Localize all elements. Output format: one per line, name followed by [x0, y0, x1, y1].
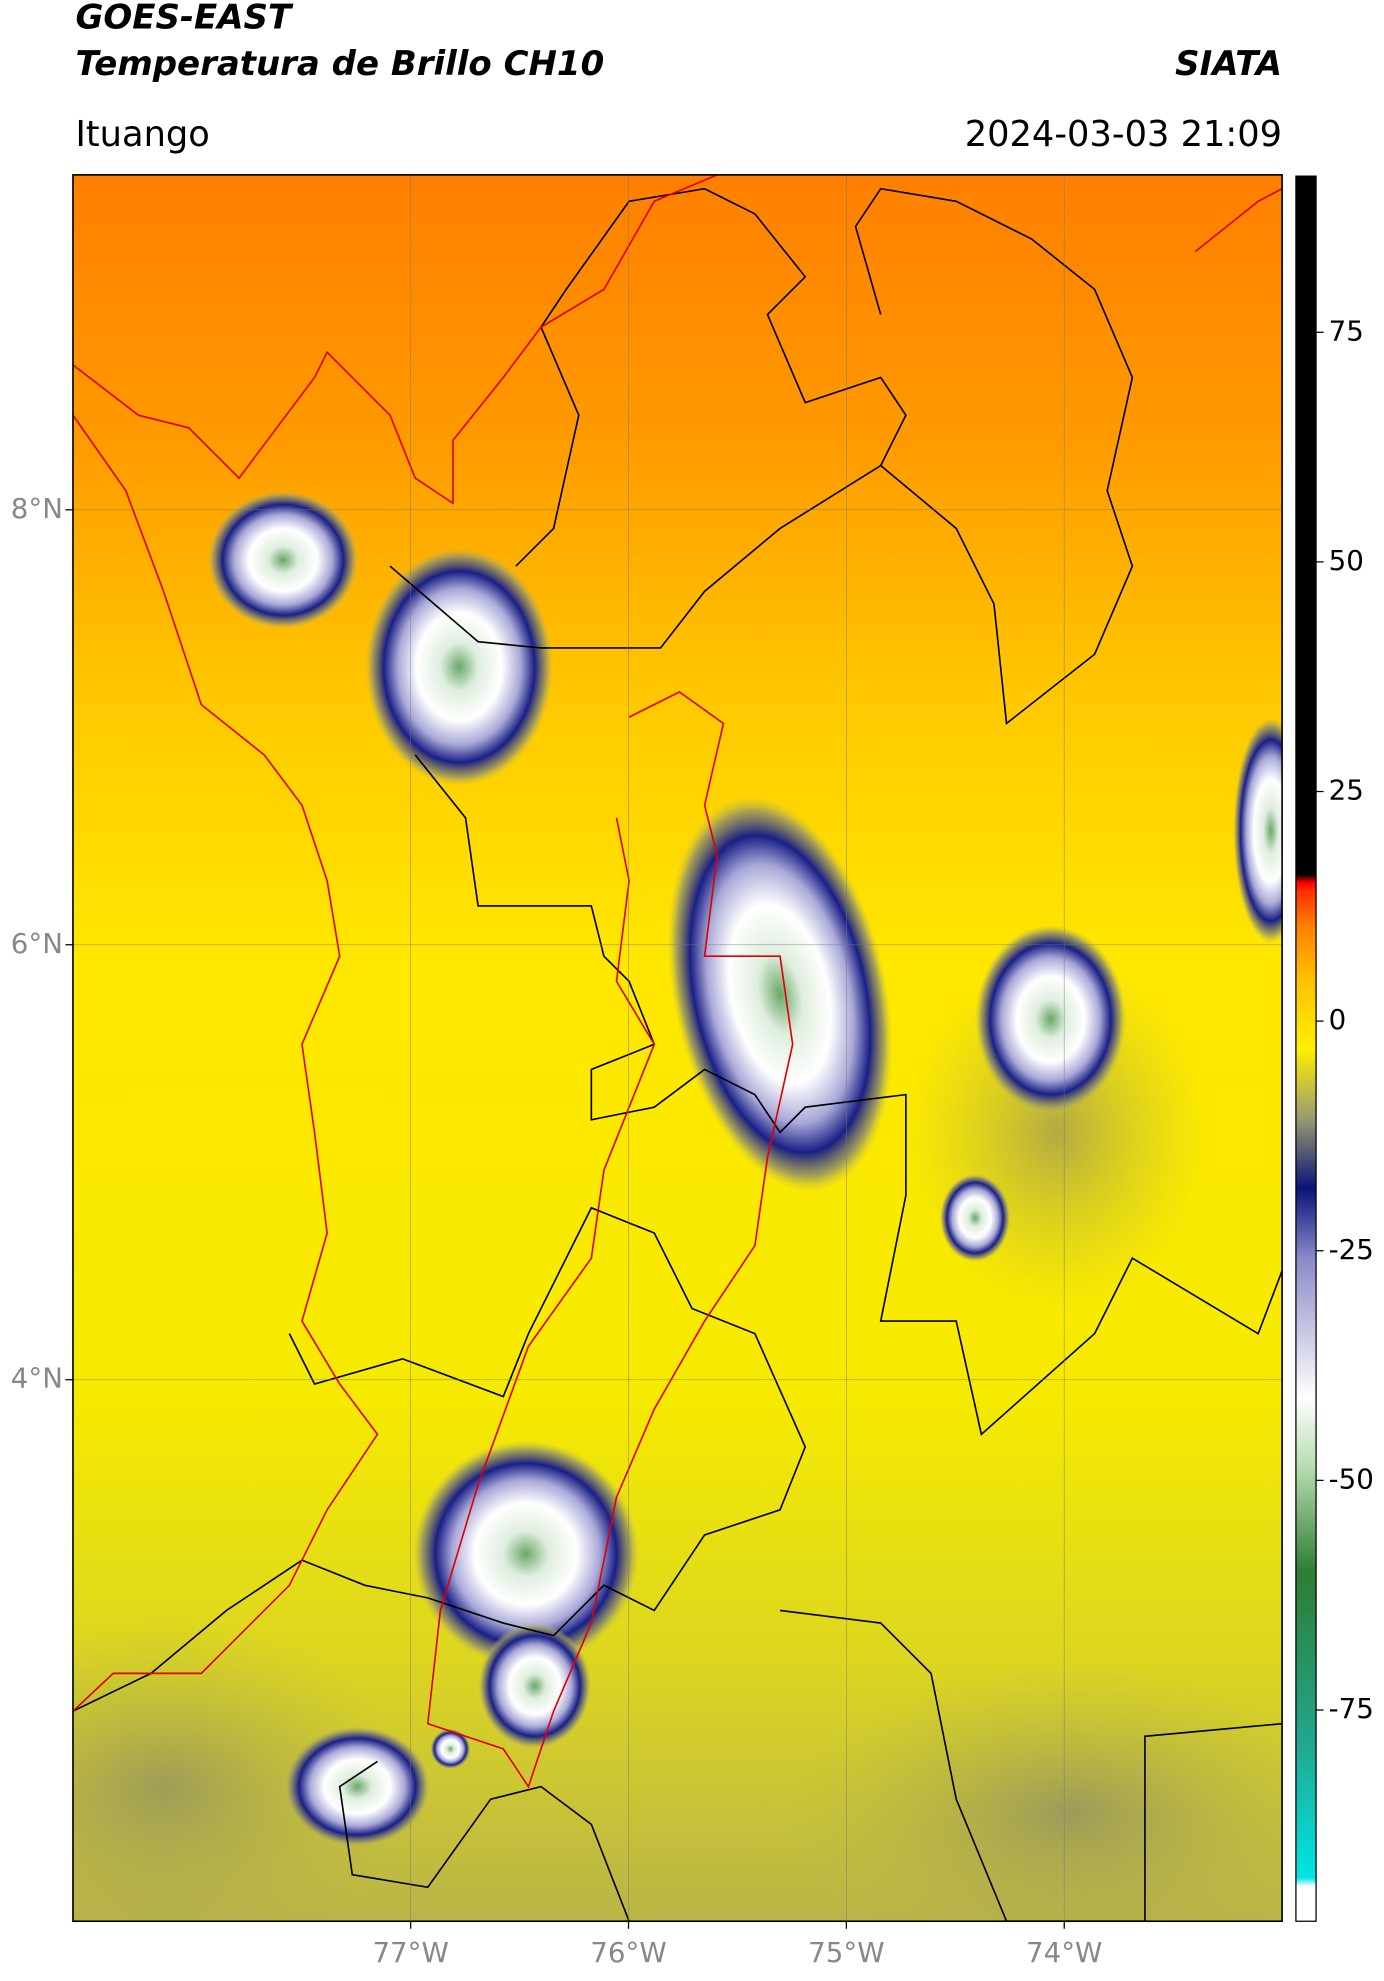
y-tick-label: 8°N — [11, 492, 63, 525]
y-tick-label: 6°N — [11, 927, 63, 960]
cloud-haze — [792, 1660, 1283, 1922]
colorbar-tick-label: -25 — [1329, 1233, 1374, 1266]
map-image — [72, 174, 1283, 1922]
x-tick-label: 77°W — [372, 1936, 448, 1969]
storm-cell — [284, 1726, 431, 1848]
coastline — [72, 414, 379, 1712]
colorbar-tick-label: -75 — [1329, 1692, 1374, 1725]
border — [389, 187, 907, 649]
border — [779, 1609, 1283, 1922]
border — [854, 187, 1134, 726]
colorbar-tick-label: 0 — [1329, 1003, 1347, 1036]
coastline — [72, 174, 718, 505]
graticule: 77°W 76°W 75°W 74°W 8°N 6°N 4°N — [11, 174, 1283, 1969]
cloud-haze — [72, 1610, 416, 1922]
storm-cell — [430, 1728, 471, 1769]
subtitle: Temperatura de Brillo CH10 — [75, 44, 604, 84]
coastline — [1194, 188, 1283, 253]
source: SIATA — [1175, 44, 1282, 84]
storm-cell — [975, 924, 1127, 1114]
colorbar-tick-label: -50 — [1329, 1462, 1374, 1495]
colorbar — [1295, 175, 1317, 1922]
map-frame — [72, 174, 1283, 1923]
x-tick-label: 74°W — [1026, 1936, 1102, 1969]
border — [414, 754, 1283, 1436]
y-tick-label: 4°N — [11, 1362, 63, 1395]
storm-cell — [207, 490, 359, 630]
storm-cell — [1233, 717, 1283, 944]
storm-cell — [364, 547, 554, 787]
datetime: 2024-03-03 21:09 — [965, 114, 1282, 155]
storm-cell — [412, 1440, 640, 1668]
storm-cell — [667, 795, 893, 1193]
border — [72, 1206, 807, 1712]
location: Ituango — [75, 114, 209, 155]
title: GOES-EAST — [75, 0, 293, 37]
border — [338, 1760, 630, 1922]
colorbar-tick-label: 25 — [1329, 774, 1364, 807]
storm-cell — [939, 1173, 1011, 1262]
colorbar-tick-label: 75 — [1329, 314, 1364, 347]
x-tick-label: 76°W — [590, 1936, 666, 1969]
colorbar-ticks: 75 50 25 0 -25 -50 -75 — [1316, 314, 1374, 1725]
colorbar-tick-label: 50 — [1329, 544, 1364, 577]
storm-cell — [478, 1623, 592, 1749]
department-border — [426, 691, 794, 1789]
x-tick-label: 75°W — [808, 1936, 884, 1969]
